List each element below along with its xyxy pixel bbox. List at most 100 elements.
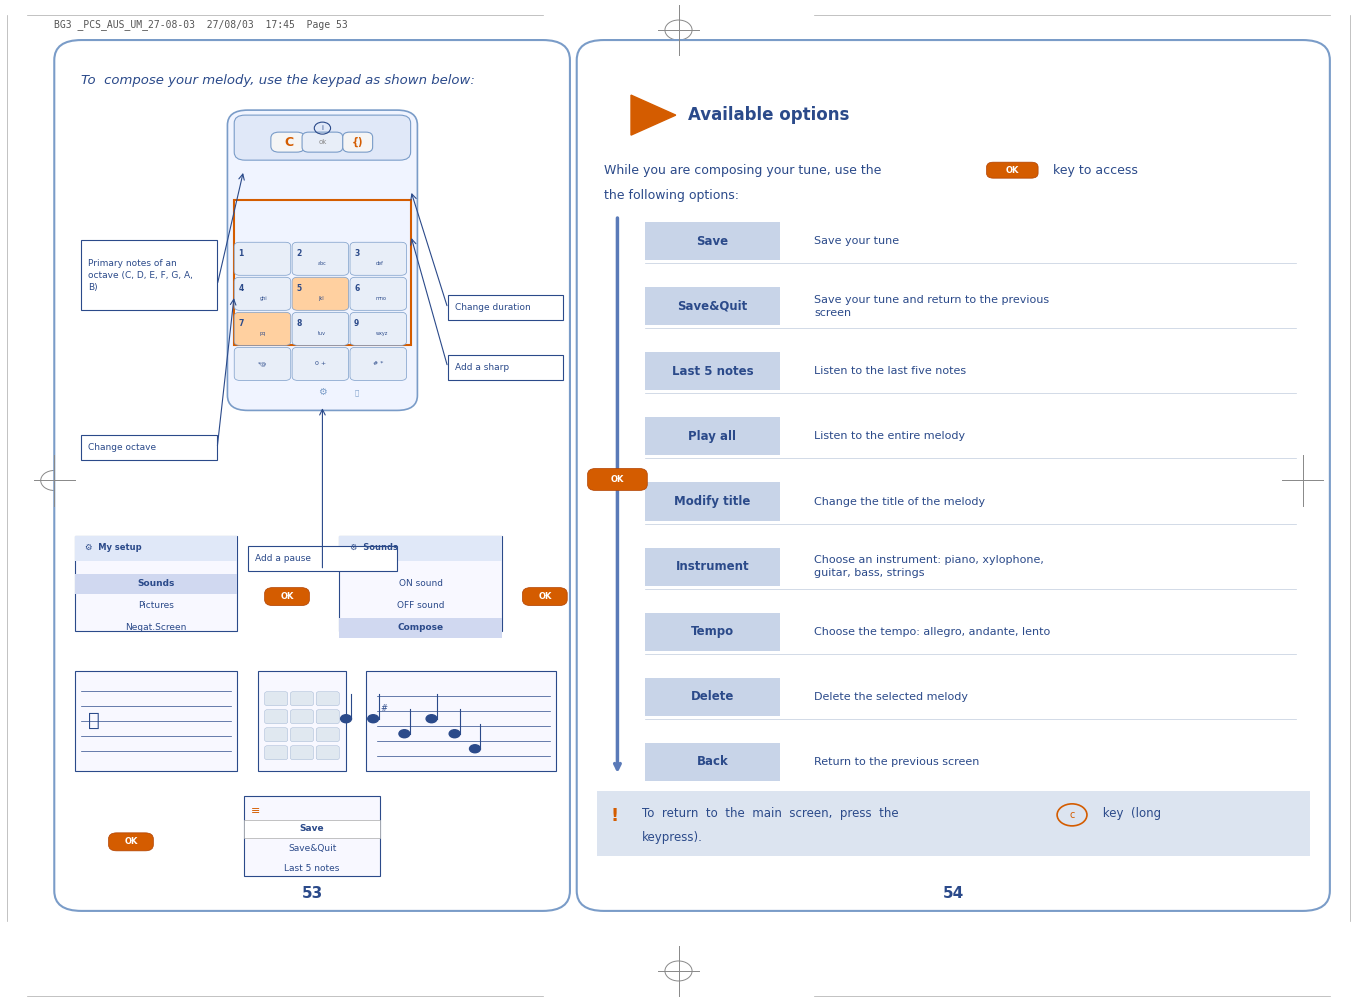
Text: 2: 2 — [296, 249, 301, 258]
Bar — [597, 791, 1310, 856]
Text: Add a pause: Add a pause — [255, 554, 311, 563]
Text: ok: ok — [319, 139, 327, 145]
Bar — [339, 618, 502, 638]
FancyBboxPatch shape — [316, 728, 339, 742]
Ellipse shape — [399, 730, 410, 738]
Text: Negat.Screen: Negat.Screen — [125, 624, 187, 632]
Bar — [645, 548, 780, 586]
Text: OK: OK — [125, 838, 137, 846]
Text: 6: 6 — [354, 284, 360, 293]
Bar — [645, 743, 780, 781]
Bar — [645, 613, 780, 651]
Text: Pictures: Pictures — [138, 602, 174, 610]
FancyBboxPatch shape — [265, 588, 309, 606]
FancyBboxPatch shape — [577, 40, 1330, 911]
Text: i: i — [322, 125, 323, 131]
FancyBboxPatch shape — [265, 710, 288, 724]
Text: Instrument: Instrument — [676, 561, 749, 573]
Bar — [645, 678, 780, 716]
FancyBboxPatch shape — [292, 242, 349, 275]
Text: Sounds: Sounds — [137, 580, 175, 588]
Text: Save&Quit: Save&Quit — [677, 300, 748, 312]
Text: 5: 5 — [296, 284, 301, 293]
Text: ghi: ghi — [259, 296, 267, 301]
Bar — [75, 671, 237, 771]
Text: ⚙  Sounds: ⚙ Sounds — [350, 544, 398, 552]
Text: Play all: Play all — [688, 430, 737, 442]
Ellipse shape — [470, 745, 480, 753]
Text: Back: Back — [696, 756, 729, 768]
FancyBboxPatch shape — [292, 277, 349, 310]
Text: 7: 7 — [239, 319, 244, 328]
Ellipse shape — [341, 715, 351, 723]
Text: key  (long: key (long — [1099, 807, 1162, 820]
Text: Save: Save — [300, 825, 324, 833]
Text: OK: OK — [281, 593, 293, 601]
Text: c: c — [1069, 810, 1075, 820]
FancyBboxPatch shape — [292, 347, 349, 380]
Text: Add a sharp: Add a sharp — [455, 363, 509, 372]
FancyBboxPatch shape — [343, 132, 373, 152]
Bar — [448, 295, 563, 320]
Text: ⚙: ⚙ — [318, 387, 327, 397]
FancyBboxPatch shape — [235, 277, 290, 310]
Text: C: C — [284, 136, 293, 148]
FancyBboxPatch shape — [316, 710, 339, 724]
Bar — [75, 536, 237, 631]
Text: Save: Save — [696, 235, 729, 247]
Text: 54: 54 — [943, 886, 963, 901]
Text: the following options:: the following options: — [604, 189, 738, 201]
Bar — [258, 671, 346, 771]
Text: keypress).: keypress). — [642, 831, 703, 844]
FancyBboxPatch shape — [228, 110, 418, 410]
Text: # *: # * — [373, 361, 384, 366]
FancyBboxPatch shape — [522, 588, 567, 606]
Bar — [81, 435, 217, 460]
FancyBboxPatch shape — [265, 746, 288, 760]
FancyBboxPatch shape — [235, 347, 290, 380]
Text: *@: *@ — [258, 361, 267, 366]
Bar — [248, 546, 398, 571]
Bar — [366, 671, 556, 771]
Bar — [75, 536, 237, 561]
FancyBboxPatch shape — [265, 692, 288, 706]
Text: Save&Quit: Save&Quit — [288, 845, 337, 853]
FancyBboxPatch shape — [235, 242, 290, 275]
FancyBboxPatch shape — [290, 692, 313, 706]
Text: 0 +: 0 + — [315, 361, 326, 366]
Ellipse shape — [368, 715, 379, 723]
FancyBboxPatch shape — [292, 312, 349, 345]
Bar — [235, 200, 411, 345]
Text: OK: OK — [539, 593, 551, 601]
Text: def: def — [376, 261, 383, 266]
Polygon shape — [631, 95, 676, 135]
Text: Available options: Available options — [688, 106, 849, 124]
Bar — [448, 355, 563, 380]
Text: Return to the previous screen: Return to the previous screen — [814, 757, 980, 767]
FancyBboxPatch shape — [350, 312, 407, 345]
Text: #: # — [380, 705, 387, 713]
FancyBboxPatch shape — [303, 132, 343, 152]
Text: Listen to the last five notes: Listen to the last five notes — [814, 366, 966, 376]
FancyBboxPatch shape — [109, 833, 153, 851]
Text: 9: 9 — [354, 319, 360, 328]
Ellipse shape — [426, 715, 437, 723]
Text: tuv: tuv — [318, 331, 326, 336]
Text: ⚙  My setup: ⚙ My setup — [85, 544, 142, 552]
FancyBboxPatch shape — [350, 277, 407, 310]
Bar — [81, 240, 217, 310]
Text: Save your tune: Save your tune — [814, 236, 900, 246]
Text: ON sound: ON sound — [399, 580, 442, 588]
Text: Primary notes of an
octave (C, D, E, F, G, A,
B): Primary notes of an octave (C, D, E, F, … — [88, 259, 193, 291]
Text: 1: 1 — [239, 249, 243, 258]
Text: !: ! — [611, 807, 619, 825]
Text: jkl: jkl — [318, 296, 323, 301]
Text: OK: OK — [611, 475, 624, 483]
Text: Change duration: Change duration — [455, 303, 531, 312]
Text: To  return  to  the  main  screen,  press  the: To return to the main screen, press the — [642, 807, 898, 820]
Text: 4: 4 — [239, 284, 243, 293]
Text: 53: 53 — [301, 886, 323, 901]
Text: Change octave: Change octave — [88, 443, 156, 452]
Text: Delete: Delete — [691, 691, 734, 703]
Text: To  compose your melody, use the keypad as shown below:: To compose your melody, use the keypad a… — [81, 74, 475, 86]
